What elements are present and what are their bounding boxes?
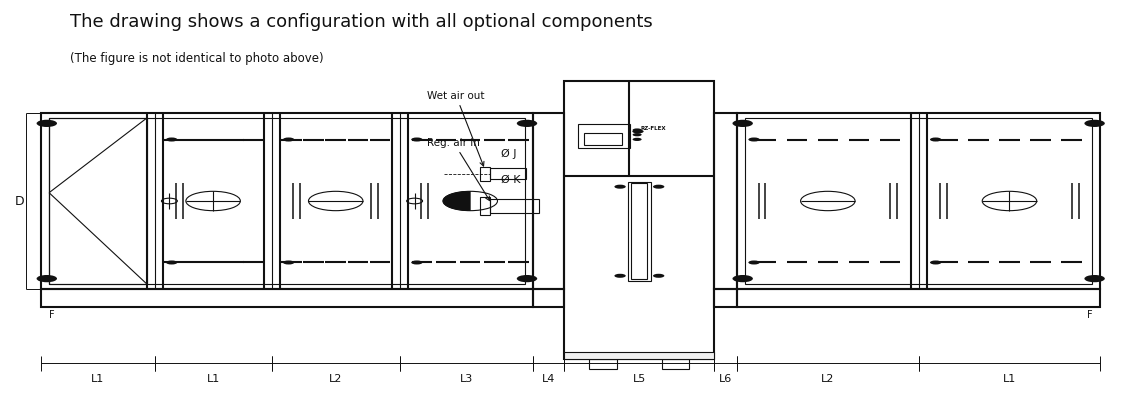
Bar — [578, 125, 630, 148]
Bar — [41, 114, 533, 289]
Circle shape — [411, 261, 422, 265]
Bar — [715, 114, 737, 289]
Circle shape — [411, 138, 422, 142]
Text: F: F — [49, 309, 55, 319]
Bar — [41, 289, 533, 307]
Text: Ø J: Ø J — [501, 148, 517, 158]
Circle shape — [733, 275, 753, 283]
Bar — [480, 198, 489, 215]
Circle shape — [517, 120, 537, 128]
Circle shape — [36, 275, 57, 283]
Circle shape — [633, 139, 642, 142]
Text: L3: L3 — [460, 373, 473, 384]
Bar — [49, 119, 525, 284]
Text: L1: L1 — [1003, 373, 1016, 384]
Text: L2: L2 — [329, 373, 343, 384]
Text: L2: L2 — [822, 373, 834, 384]
Bar — [628, 182, 651, 281]
Circle shape — [166, 261, 178, 265]
Bar — [49, 119, 147, 284]
Circle shape — [615, 274, 626, 278]
Circle shape — [930, 138, 941, 142]
Bar — [564, 82, 715, 359]
Bar — [632, 183, 648, 280]
Text: L1: L1 — [206, 373, 220, 384]
Circle shape — [283, 138, 295, 142]
Circle shape — [166, 138, 178, 142]
Circle shape — [930, 261, 941, 265]
Text: L6: L6 — [719, 373, 732, 384]
Circle shape — [1085, 275, 1105, 283]
Polygon shape — [443, 192, 470, 211]
Text: L5: L5 — [633, 373, 646, 384]
Bar — [584, 134, 622, 146]
Circle shape — [633, 129, 642, 132]
Bar — [533, 289, 564, 307]
Circle shape — [733, 120, 753, 128]
Circle shape — [749, 138, 760, 142]
Bar — [564, 352, 715, 359]
Circle shape — [36, 120, 57, 128]
Text: Wet air out: Wet air out — [427, 91, 485, 166]
Bar — [737, 114, 1100, 289]
Bar — [489, 199, 539, 214]
Circle shape — [1085, 120, 1105, 128]
Circle shape — [517, 275, 537, 283]
Circle shape — [633, 130, 644, 134]
Bar — [715, 289, 737, 307]
Circle shape — [749, 261, 760, 265]
Bar — [489, 169, 526, 180]
Text: Ø K: Ø K — [501, 175, 520, 184]
Text: (The figure is not identical to photo above): (The figure is not identical to photo ab… — [69, 52, 323, 65]
Circle shape — [615, 185, 626, 189]
Text: D: D — [15, 195, 24, 208]
Circle shape — [283, 261, 295, 265]
Text: RZ-FLEX: RZ-FLEX — [641, 126, 666, 130]
Bar — [480, 167, 489, 181]
Circle shape — [653, 274, 665, 278]
Bar — [737, 289, 1100, 307]
Text: The drawing shows a configuration with all optional components: The drawing shows a configuration with a… — [69, 13, 652, 32]
Circle shape — [653, 185, 665, 189]
Text: F: F — [1087, 309, 1092, 319]
Bar — [662, 359, 690, 369]
Bar — [745, 119, 1092, 284]
Bar — [533, 114, 564, 289]
Text: Reg. air in: Reg. air in — [427, 138, 489, 201]
Text: L4: L4 — [542, 373, 555, 384]
Bar — [589, 359, 617, 369]
Text: L1: L1 — [91, 373, 105, 384]
Circle shape — [633, 134, 642, 137]
